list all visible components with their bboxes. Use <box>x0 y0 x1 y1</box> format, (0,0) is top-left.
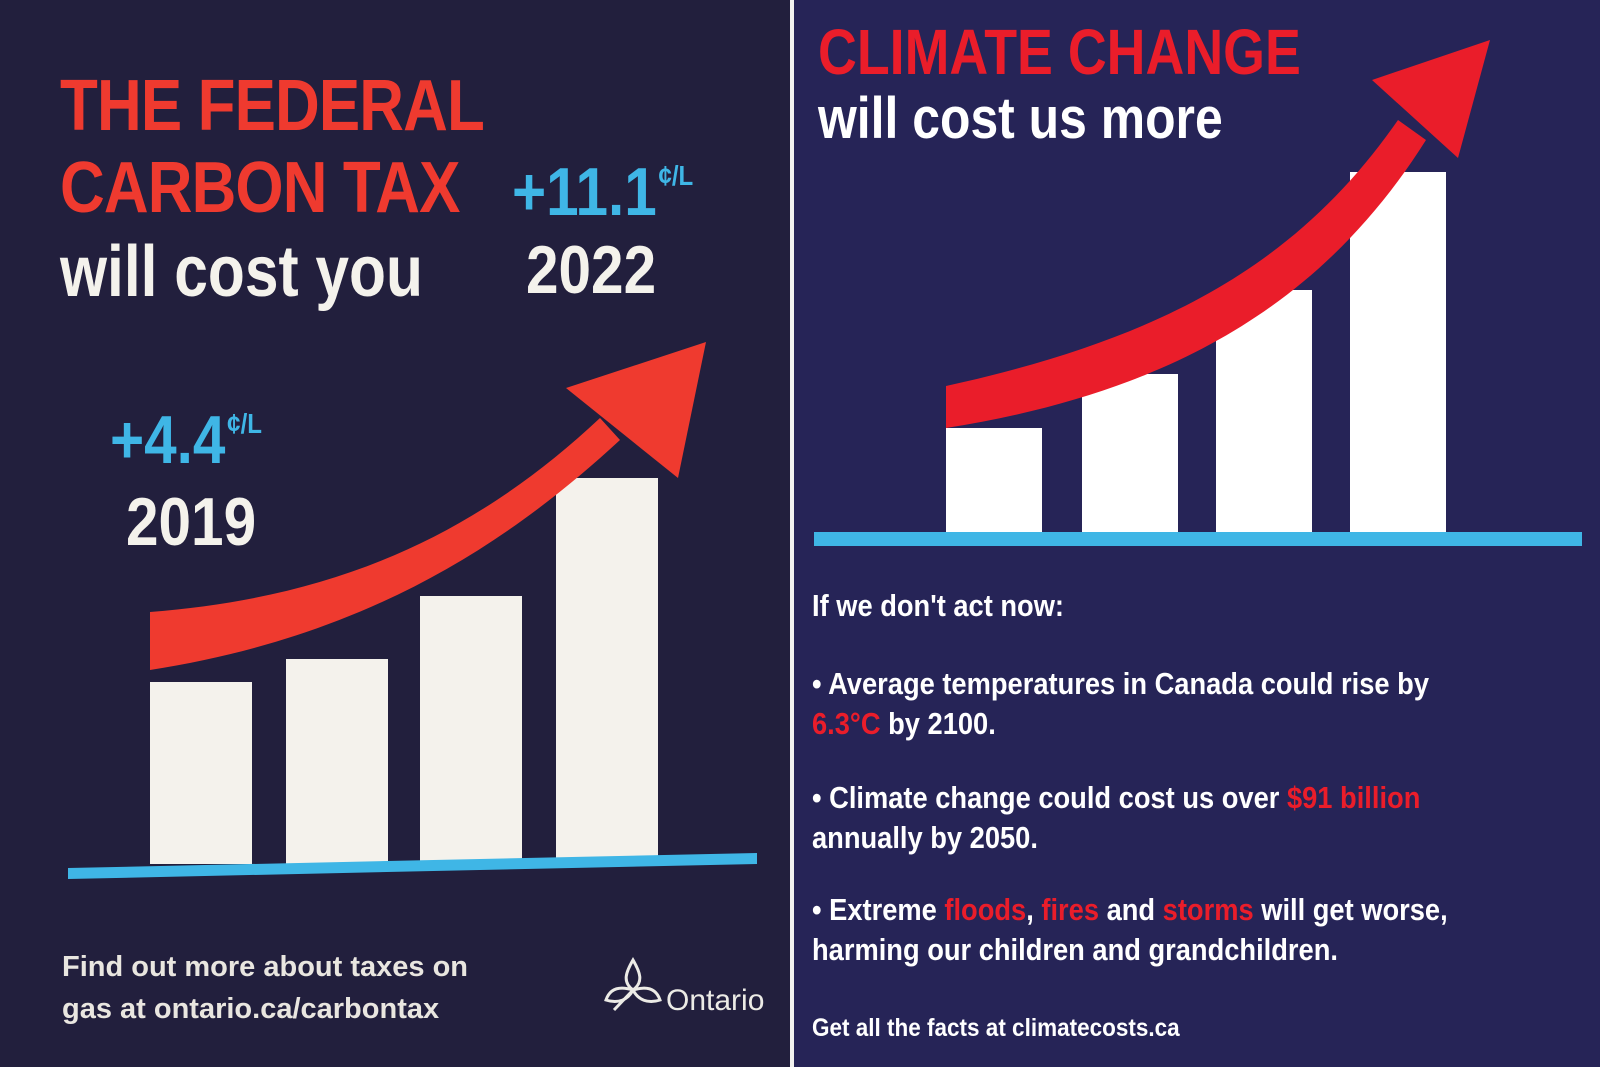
cost-2019-value: +4.4 <box>110 402 226 478</box>
bar-4 <box>1350 172 1446 532</box>
cost-2019-year: 2019 <box>126 484 257 560</box>
rising-arrow-body <box>150 418 620 670</box>
bullet-3-sep-1: , <box>1026 892 1042 927</box>
bullet-3-post: will get worse, <box>1253 892 1448 927</box>
bar-4 <box>556 478 658 864</box>
storms-highlight: storms <box>1162 892 1254 927</box>
cost-2022-value: +11.1 <box>512 154 657 230</box>
ontario-wordmark: Ontario <box>666 984 765 1017</box>
carbon-tax-graphic <box>68 342 757 879</box>
bullet-3-pre: • Extreme <box>812 892 945 927</box>
climate-change-graphic <box>814 40 1582 546</box>
bar-3 <box>420 596 522 864</box>
bar-1 <box>946 428 1042 532</box>
bullet-1-line-1: • Average temperatures in Canada could r… <box>812 666 1430 701</box>
baseline <box>68 853 757 879</box>
bullet-3-line-1: • Extreme floods, fires and storms will … <box>812 890 1448 930</box>
cost-2019-unit: ¢/L <box>227 408 262 439</box>
carbon-tax-poster: THE FEDERAL CARBON TAX will cost you +11… <box>0 0 790 1067</box>
footer-line-2: gas at ontario.ca/carbontax <box>62 993 440 1025</box>
climate-change-poster: CLIMATE CHANGE will cost us more If we d… <box>794 0 1600 1067</box>
bar-2 <box>1082 374 1178 532</box>
intro-text: If we don't act now: <box>812 588 1064 623</box>
bar-1 <box>150 682 252 864</box>
bar-2 <box>286 659 388 864</box>
rising-arrow-head <box>1372 40 1490 158</box>
rising-arrow-head <box>566 342 706 478</box>
headline-line-3: will cost you <box>60 232 423 312</box>
baseline <box>814 532 1582 546</box>
bullet-2-pre: • Climate change could cost us over <box>812 780 1287 815</box>
cost-2019-amount: +4.4¢/L <box>110 406 262 474</box>
footer-text: Get all the facts at climatecosts.ca <box>812 1014 1180 1042</box>
headline-line-2: CARBON TAX <box>60 148 460 228</box>
bullet-2-line-2: annually by 2050. <box>812 820 1038 855</box>
cost-highlight: $91 billion <box>1286 780 1421 815</box>
footer-line-1: Find out more about taxes on <box>62 951 469 983</box>
bullet-3-sep-2: and <box>1099 892 1163 927</box>
fires-highlight: fires <box>1041 892 1100 927</box>
headline-line-2: will cost us more <box>818 86 1223 151</box>
trillium-logo-icon <box>604 957 662 1012</box>
rising-arrow-body <box>946 120 1426 428</box>
headline-line-1: CLIMATE CHANGE <box>818 16 1301 88</box>
bullet-1-rest: by 2100. <box>880 706 996 741</box>
headline-line-1: THE FEDERAL <box>60 66 485 146</box>
cost-2022-amount: +11.1¢/L <box>512 158 693 226</box>
floods-highlight: floods <box>944 892 1027 927</box>
bullet-3-line-2: harming our children and grandchildren. <box>812 932 1338 967</box>
cost-2022-year: 2022 <box>526 232 657 308</box>
bullet-2-line-1: • Climate change could cost us over $91 … <box>812 778 1420 818</box>
bullet-1-line-2: 6.3°C by 2100. <box>812 704 996 744</box>
cost-2022-unit: ¢/L <box>658 160 694 191</box>
temperature-highlight: 6.3°C <box>812 706 881 741</box>
